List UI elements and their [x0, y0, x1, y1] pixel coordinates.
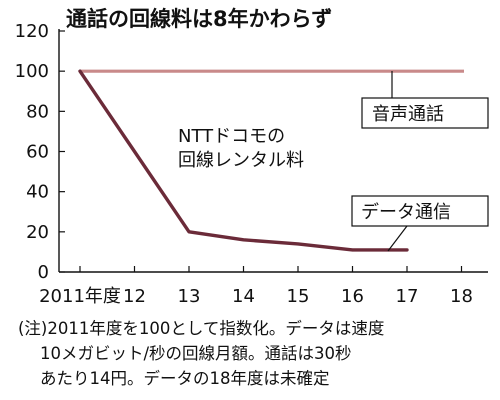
annotation-line-2: 回線レンタル料	[178, 150, 304, 171]
series-label-voice: 音声通話	[372, 104, 444, 125]
x-tick-label: 18	[450, 286, 473, 307]
x-axis-ticks: 2011年度 12 13 14 15 16 17 18	[39, 266, 473, 307]
y-tick-label: 40	[26, 182, 49, 203]
x-tick-label: 14	[232, 286, 255, 307]
callout-voice: 音声通話	[361, 71, 489, 129]
x-tick-label: 15	[287, 286, 310, 307]
series-layer	[78, 69, 464, 252]
y-tick-label: 100	[15, 61, 49, 82]
y-tick-label: 120	[15, 21, 49, 42]
x-tick-label: 17	[396, 286, 419, 307]
y-tick-label: 60	[26, 142, 49, 163]
x-tick-label: 12	[123, 286, 146, 307]
y-axis-ticks: 0 20 40 60 80 100 120	[15, 21, 65, 283]
y-tick-label: 0	[38, 262, 49, 283]
y-tick-label: 20	[26, 222, 49, 243]
callout-data: データ通信	[351, 195, 489, 252]
axes	[58, 29, 488, 273]
annotation-line-1: NTTドコモの	[178, 126, 285, 147]
chart-note-line-1: (注)2011年度を100として指数化。データは速度	[18, 318, 384, 338]
series-label-data: データ通信	[361, 202, 451, 223]
chart-note-line-2: 10メガビット/秒の回線月額。通話は30秒	[40, 344, 352, 363]
x-tick-label: 2011年度	[39, 286, 121, 307]
y-tick-label: 80	[26, 101, 49, 122]
x-tick-label: 16	[341, 286, 364, 307]
x-tick-label: 13	[178, 286, 201, 307]
series-line-data	[78, 69, 409, 252]
chart-note-line-3: あたり14円。データの18年度は未確定	[40, 368, 330, 388]
chart-title: 通話の回線料は8年かわらず	[66, 7, 332, 31]
